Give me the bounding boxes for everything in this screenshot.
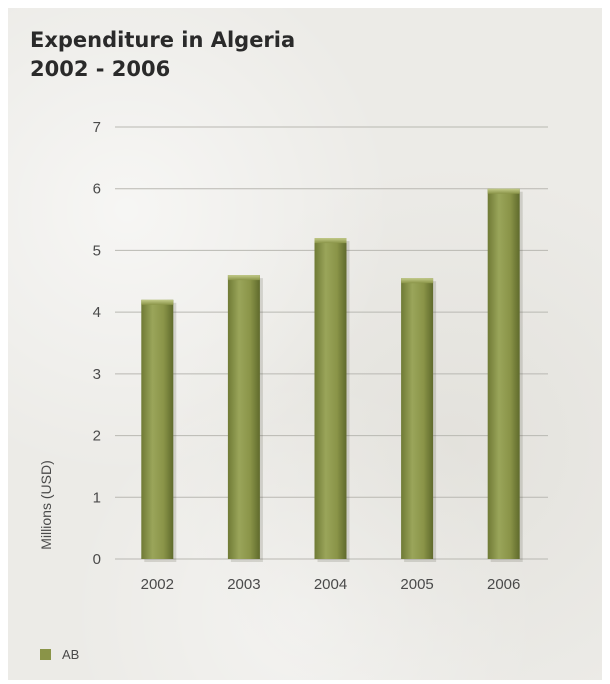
bar-body (314, 238, 347, 560)
bar-body (227, 275, 260, 559)
legend: AB (40, 647, 79, 662)
bar-body (487, 188, 520, 559)
legend-swatch (40, 649, 51, 660)
x-tick-label: 2003 (227, 576, 260, 593)
bar-top (401, 278, 434, 284)
legend-label-ab: AB (62, 647, 79, 662)
y-tick-label: 6 (93, 181, 101, 198)
bar-top (487, 188, 520, 194)
bar-2003 (227, 275, 263, 562)
y-tick-label: 5 (93, 242, 101, 259)
y-tick-label: 1 (93, 489, 101, 506)
y-tick-label: 2 (93, 428, 101, 445)
bar-body (141, 299, 174, 559)
y-tick-label: 7 (93, 119, 101, 136)
chart-title-line2: 2002 - 2006 (30, 57, 171, 81)
y-tick-label: 4 (93, 304, 101, 321)
bar-2006 (487, 188, 523, 562)
chart-title-line1: Expenditure in Algeria (30, 28, 296, 52)
bar-2005 (401, 278, 437, 562)
bar-top (314, 238, 347, 244)
x-tick-label: 2005 (400, 576, 433, 593)
x-tick-label: 2002 (141, 576, 174, 593)
y-axis-ticks: 0 1 2 3 4 5 6 7 (93, 119, 101, 568)
bar-2004 (314, 238, 350, 563)
bar-2002 (141, 299, 177, 562)
bar-top (141, 299, 174, 305)
y-tick-label: 3 (93, 366, 101, 383)
y-tick-label: 0 (93, 551, 101, 568)
chart-title: Expenditure in Algeria 2002 - 2006 (30, 26, 295, 84)
x-tick-label: 2006 (487, 576, 520, 593)
bars (141, 188, 523, 563)
x-tick-label: 2004 (314, 576, 347, 593)
bar-top (227, 275, 260, 281)
bar-body (401, 278, 434, 559)
y-axis-label: Millions (USD) (38, 460, 54, 549)
x-axis-ticks: 2002 2003 2004 2005 2006 (141, 576, 521, 593)
